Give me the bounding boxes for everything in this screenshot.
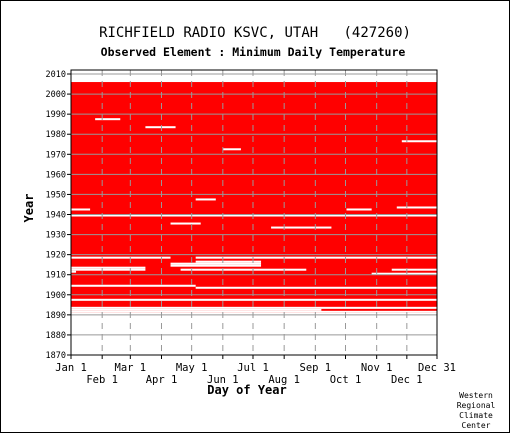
missing-data-segment	[71, 308, 322, 311]
missing-data-segment	[95, 118, 121, 121]
missing-data-segment	[180, 268, 307, 271]
credit-block: Western Regional Climate Center	[457, 391, 496, 430]
x-tick-label: Apr 1	[146, 374, 178, 386]
plot-border	[70, 69, 438, 356]
x-tick-label: Jun 1	[207, 374, 239, 386]
missing-data-segment	[71, 268, 146, 271]
missing-data-segment	[195, 286, 437, 289]
y-tick-label: 1940	[46, 211, 66, 221]
y-tick-label: 1900	[46, 291, 66, 301]
missing-data-segment	[170, 264, 262, 267]
x-tick-label: Jan 1	[55, 362, 87, 374]
data-layer	[71, 82, 437, 315]
y-tick-label: 1970	[46, 150, 66, 160]
credit-line: Western	[459, 391, 493, 400]
missing-data-segment	[195, 198, 216, 201]
y-tick-label: 1880	[46, 331, 66, 341]
y-axis-label: Year	[22, 194, 36, 223]
x-tick-label: Jul 1	[237, 362, 269, 374]
y-tick-label: 1870	[46, 351, 66, 361]
x-axis-label: Day of Year	[207, 383, 286, 397]
credit-line: Regional	[457, 401, 496, 410]
missing-data-segment	[71, 256, 171, 259]
missing-data-segment	[346, 208, 372, 211]
y-tick-label: 1990	[46, 110, 66, 120]
missing-data-segment	[195, 256, 437, 259]
missing-data-segment	[271, 226, 332, 229]
x-tick-label: Nov 1	[361, 362, 393, 374]
missing-data-segment	[195, 260, 262, 263]
credit-line: Center	[462, 421, 491, 430]
y-tick-label: 1890	[46, 311, 66, 321]
missing-data-segment	[71, 214, 437, 217]
grid-layer	[71, 70, 437, 355]
missing-data-segment	[371, 272, 437, 275]
missing-data-segment	[396, 206, 437, 209]
x-tick-label: Feb 1	[86, 374, 118, 386]
y-tick-label: 1950	[46, 190, 66, 200]
x-tick-label: Dec 31	[418, 362, 456, 374]
x-tick-label: Oct 1	[330, 374, 362, 386]
chart-subtitle: Observed Element : Minimum Daily Tempera…	[101, 45, 406, 59]
x-tick-label: Mar 1	[115, 362, 147, 374]
missing-data-segment	[401, 140, 437, 143]
missing-data-segment	[391, 268, 437, 271]
missing-data-segment	[71, 270, 77, 273]
y-tick-label: 1930	[46, 231, 66, 241]
missing-data-segment	[71, 208, 91, 211]
missing-data-segment	[170, 262, 262, 265]
x-tick-label: May 1	[176, 362, 208, 374]
chart-title: RICHFIELD RADIO KSVC, UTAH (427260)	[99, 25, 411, 41]
credit-line: Climate	[459, 411, 493, 420]
y-tick-label: 1980	[46, 130, 66, 140]
y-tick-label: 1910	[46, 271, 66, 281]
missing-data-segment	[170, 222, 201, 225]
missing-data-segment	[71, 312, 437, 315]
y-tick-label: 2010	[46, 70, 66, 80]
missing-data-segment	[71, 298, 437, 301]
y-tick-label: 1960	[46, 170, 66, 180]
y-tick-label: 1920	[46, 251, 66, 261]
axis-layer: 1870 1880 1890 1900 1910 1920 1930 1940 1950 1960…	[46, 70, 456, 386]
missing-data-segment	[71, 310, 437, 313]
missing-data-segment	[71, 306, 437, 309]
x-tick-label: Sep 1	[300, 362, 332, 374]
x-tick-label: Aug 1	[268, 374, 300, 386]
missing-data-segment	[71, 266, 146, 269]
x-tick-label: Dec 1	[391, 374, 423, 386]
missing-data-segment	[145, 126, 176, 129]
missing-data-segment	[71, 284, 196, 287]
missing-data-segment	[222, 148, 241, 151]
data-present-band	[71, 82, 437, 315]
y-tick-label: 2000	[46, 90, 66, 100]
